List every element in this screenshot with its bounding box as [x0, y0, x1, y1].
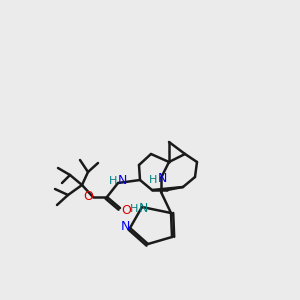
Text: H: H — [109, 176, 117, 186]
Text: O: O — [121, 203, 131, 217]
Text: O: O — [83, 190, 93, 202]
Text: N: N — [138, 202, 148, 214]
Text: N: N — [117, 175, 127, 188]
Text: H: H — [149, 175, 157, 185]
Text: N: N — [157, 172, 167, 185]
Text: H: H — [130, 204, 138, 214]
Text: N: N — [120, 220, 130, 233]
